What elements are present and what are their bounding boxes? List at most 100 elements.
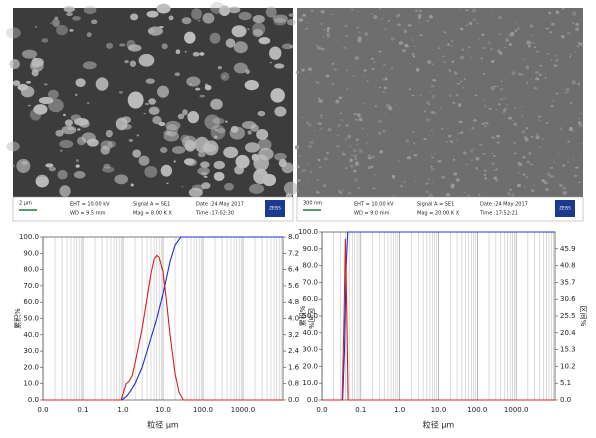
particle bbox=[521, 131, 526, 134]
particle bbox=[313, 130, 316, 132]
particle bbox=[470, 149, 474, 153]
y2-axis-title: 区间% bbox=[307, 308, 315, 329]
particle bbox=[572, 130, 575, 132]
particle bbox=[442, 55, 445, 58]
x-tick-label: 0.0 bbox=[37, 406, 48, 414]
particle bbox=[75, 164, 80, 168]
particle bbox=[432, 111, 437, 115]
particle bbox=[337, 123, 341, 127]
particle bbox=[248, 183, 265, 194]
y2-tick-label: 4.0 bbox=[288, 315, 299, 323]
particle bbox=[356, 10, 359, 13]
particle bbox=[345, 69, 349, 72]
particle bbox=[332, 190, 335, 192]
particle bbox=[557, 79, 560, 81]
particle bbox=[52, 18, 60, 27]
particle bbox=[525, 127, 529, 130]
particle bbox=[382, 91, 385, 94]
particle bbox=[484, 105, 487, 108]
particle bbox=[213, 171, 225, 181]
particle bbox=[390, 37, 395, 41]
brand-box bbox=[265, 200, 285, 217]
particle bbox=[143, 113, 146, 115]
particle bbox=[577, 41, 581, 45]
particle bbox=[38, 96, 54, 105]
y-tick-label: 80.0 bbox=[23, 266, 39, 274]
particle bbox=[245, 69, 250, 75]
particle bbox=[511, 71, 516, 76]
particle bbox=[200, 161, 210, 168]
particle bbox=[508, 33, 513, 37]
particle bbox=[428, 14, 433, 19]
particle bbox=[515, 21, 518, 24]
particle bbox=[372, 187, 376, 190]
particle bbox=[523, 186, 526, 188]
x-tick-label: 100.0 bbox=[193, 406, 213, 414]
particle bbox=[403, 181, 406, 184]
particle bbox=[509, 188, 512, 191]
particle bbox=[550, 22, 555, 26]
particle bbox=[370, 57, 375, 60]
particle bbox=[484, 177, 487, 180]
particle bbox=[323, 157, 328, 161]
particle bbox=[426, 19, 430, 22]
particle bbox=[475, 167, 479, 171]
particle bbox=[102, 166, 115, 173]
particle bbox=[415, 68, 420, 72]
particle bbox=[269, 46, 282, 60]
particle bbox=[307, 123, 312, 127]
particle bbox=[75, 93, 78, 97]
y2-tick-label: 5.1 bbox=[560, 379, 571, 387]
particle bbox=[497, 103, 501, 106]
particle bbox=[231, 25, 247, 38]
particle bbox=[558, 152, 560, 155]
particle bbox=[513, 141, 516, 144]
particle bbox=[148, 106, 160, 115]
particle bbox=[318, 166, 322, 169]
particle bbox=[437, 160, 442, 163]
particle bbox=[63, 113, 66, 117]
particle bbox=[326, 32, 331, 37]
particle bbox=[448, 94, 452, 98]
y-tick-label: 30.0 bbox=[23, 347, 39, 355]
particle bbox=[309, 72, 311, 74]
particle bbox=[508, 43, 512, 46]
particle bbox=[357, 113, 361, 117]
particle bbox=[197, 19, 201, 22]
particle bbox=[478, 38, 481, 40]
particle bbox=[274, 63, 285, 69]
y-tick-label: 60.0 bbox=[302, 295, 318, 303]
particle bbox=[394, 105, 397, 107]
particle bbox=[57, 169, 68, 180]
particle bbox=[335, 99, 340, 104]
particle bbox=[296, 179, 301, 182]
particle bbox=[397, 23, 401, 27]
y2-tick-label: 10.2 bbox=[560, 362, 576, 370]
particle bbox=[509, 116, 511, 118]
particle bbox=[306, 163, 310, 165]
particle bbox=[217, 65, 223, 70]
particle bbox=[367, 134, 369, 136]
particle bbox=[202, 12, 215, 24]
particle bbox=[326, 36, 330, 39]
particle bbox=[514, 29, 518, 32]
particle bbox=[569, 53, 572, 56]
particle bbox=[448, 69, 452, 73]
particle bbox=[530, 136, 534, 138]
particle bbox=[228, 6, 241, 14]
particle bbox=[235, 154, 250, 169]
particle bbox=[307, 67, 313, 71]
particle bbox=[521, 114, 524, 117]
particle bbox=[344, 24, 348, 28]
particle bbox=[528, 151, 532, 156]
particle bbox=[315, 191, 320, 194]
particle bbox=[340, 119, 344, 122]
particle bbox=[364, 32, 369, 37]
particle bbox=[234, 165, 244, 175]
particle bbox=[525, 40, 530, 43]
x-tick-label: 1.0 bbox=[117, 406, 128, 414]
particle bbox=[378, 7, 382, 10]
particle bbox=[538, 119, 541, 121]
particle bbox=[127, 44, 142, 52]
